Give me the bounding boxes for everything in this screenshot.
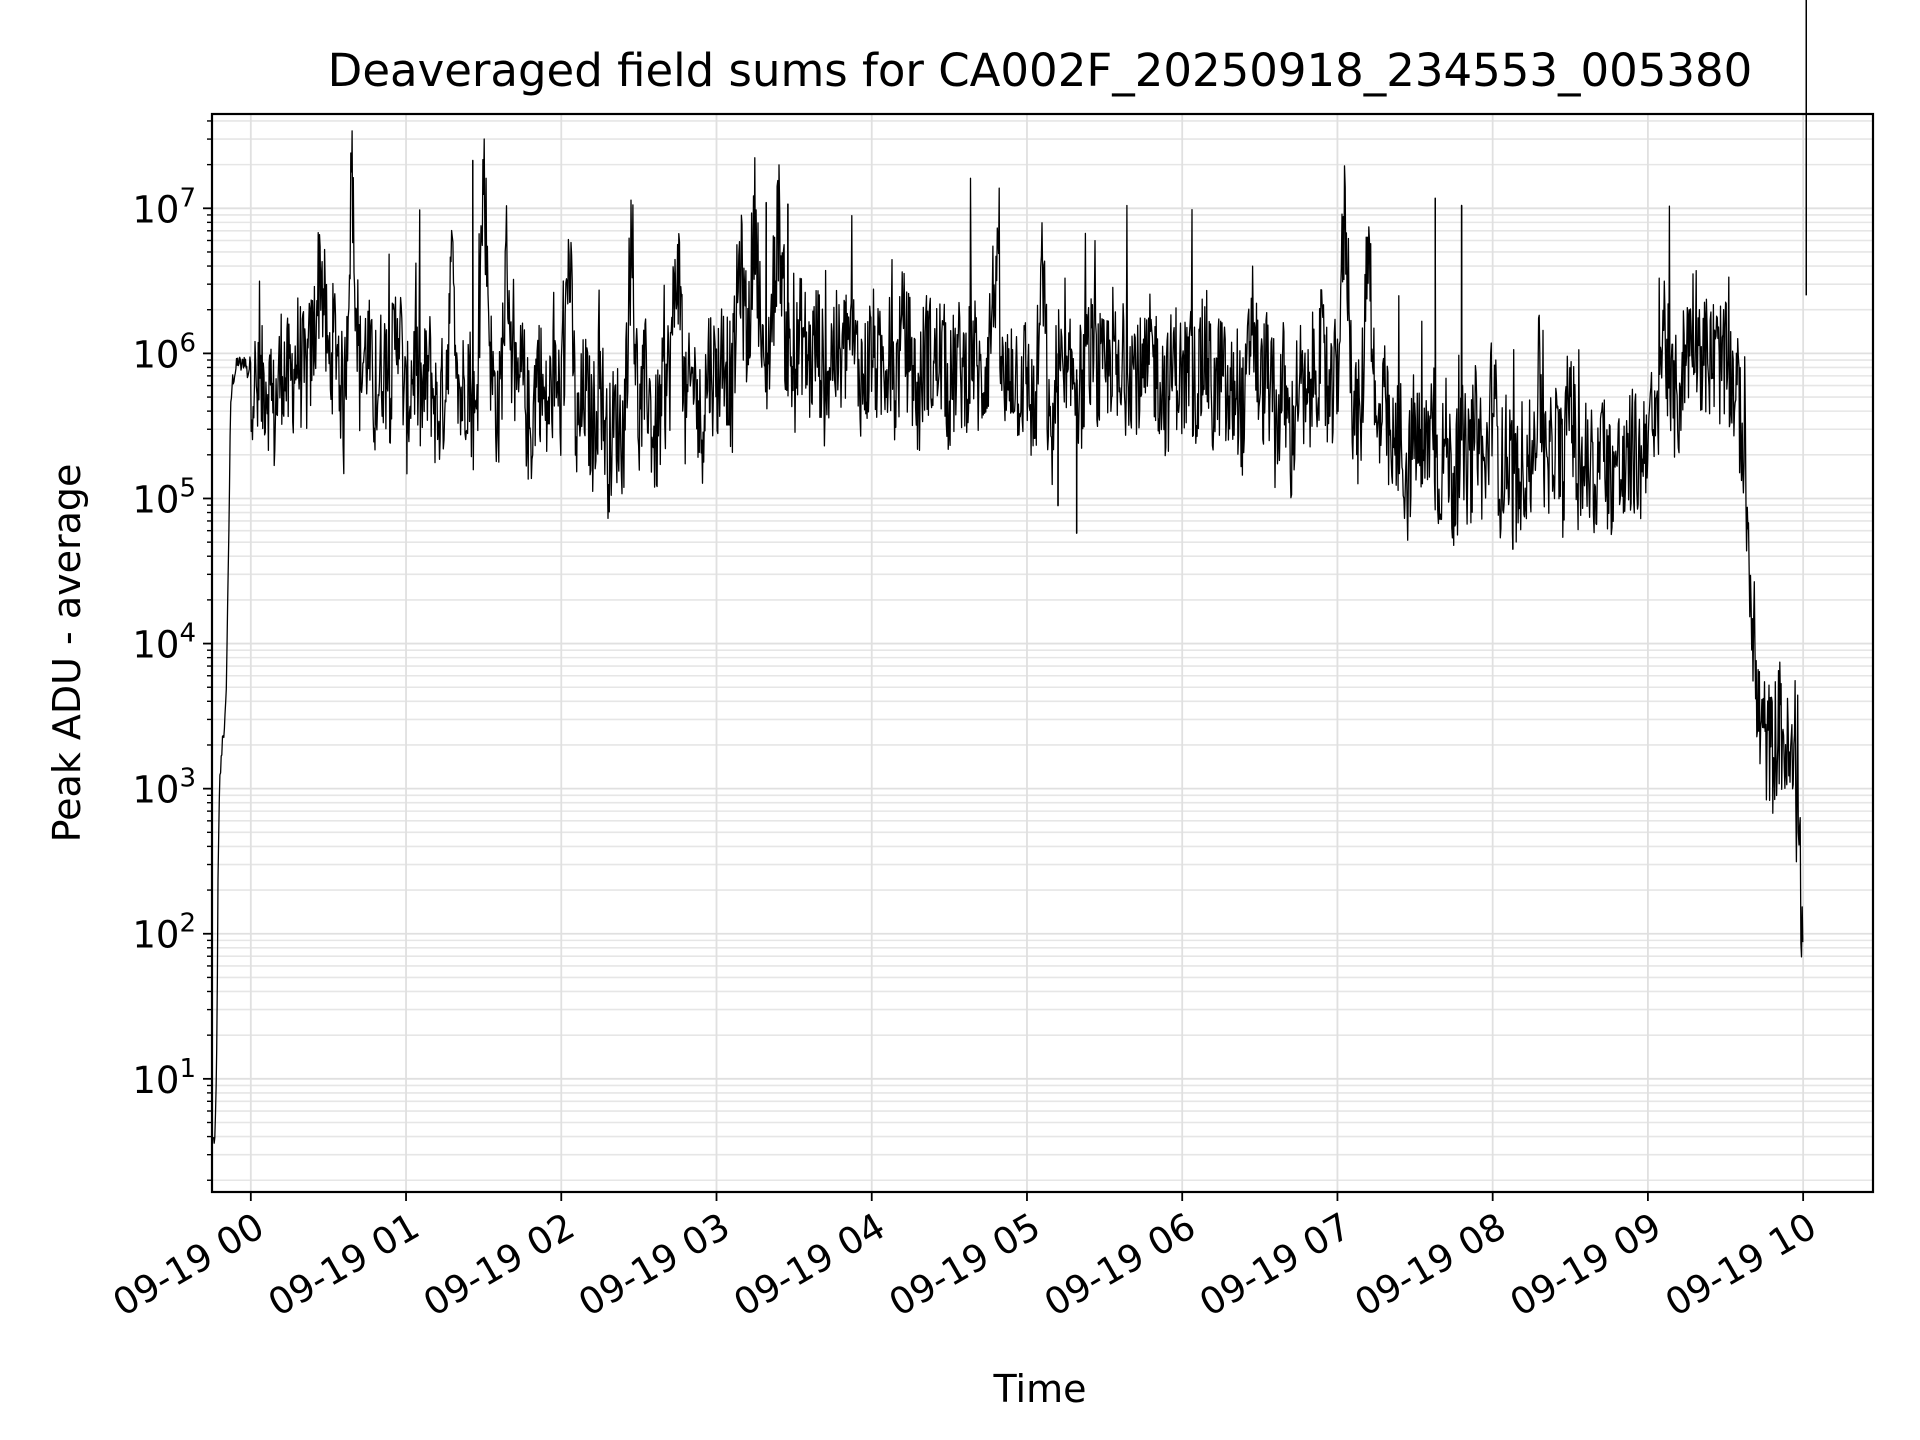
x-axis-label: Time [993,1367,1087,1411]
grid [212,114,1873,1192]
plot-area-frame [210,112,1875,1194]
y-tick-label: 105 [132,473,196,521]
series-line [212,130,1804,1144]
y-tick-label: 107 [132,183,196,231]
y-tick-label: 102 [132,909,196,957]
y-axis-label: Peak ADU - average [45,464,89,843]
series-layer [212,0,1807,1144]
chart-title: Deaveraged field sums for CA002F_2025091… [328,44,1753,97]
y-tick-label: 104 [132,619,196,667]
y-tick-label: 101 [132,1054,196,1102]
y-tick-label: 106 [132,328,196,376]
y-tick-label: 103 [132,764,196,812]
y-axis: 101 102 103 104 105 106 107 [132,120,212,1181]
